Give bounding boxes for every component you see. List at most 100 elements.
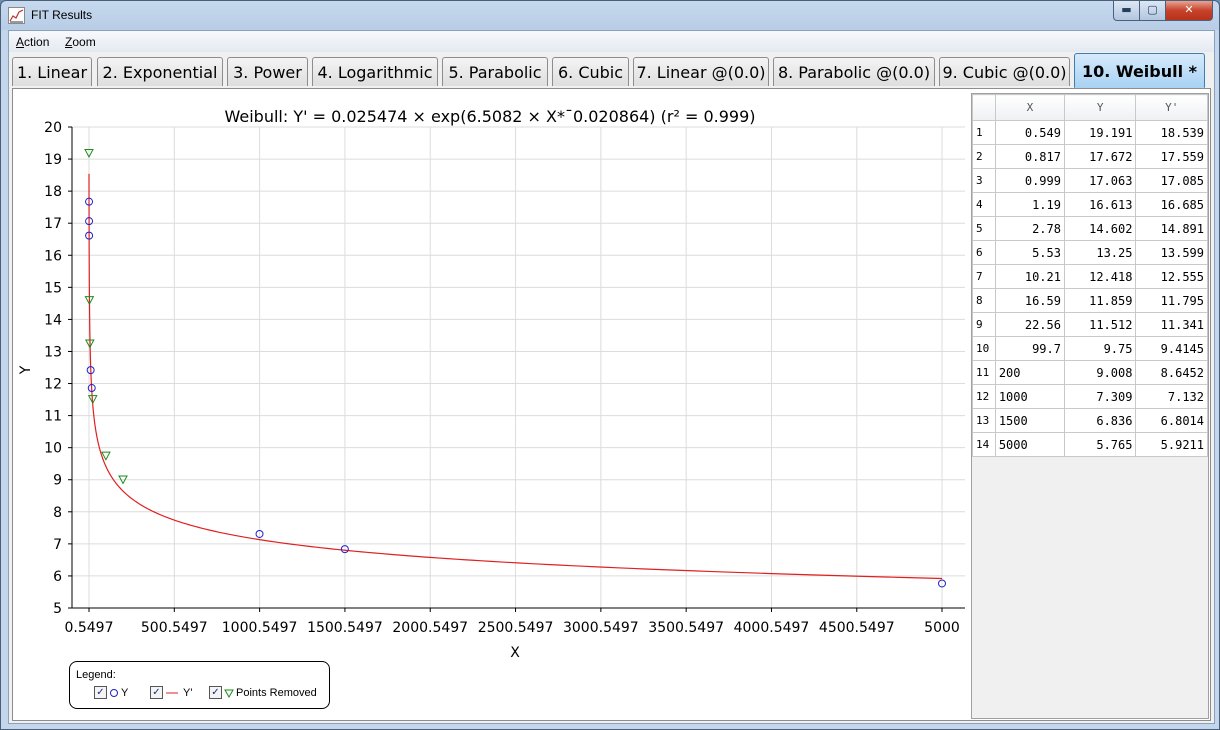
- cell-index[interactable]: 14: [972, 432, 996, 457]
- cell-index[interactable]: 11: [972, 360, 996, 385]
- table-row[interactable]: 8 16.59 11.859 11.795: [972, 288, 1208, 313]
- cell-x[interactable]: 1500: [994, 408, 1065, 433]
- cell-yprime[interactable]: 13.599: [1135, 240, 1208, 265]
- cell-index[interactable]: 2: [972, 144, 996, 169]
- table-row[interactable]: 7 10.21 12.418 12.555: [972, 264, 1208, 289]
- cell-y[interactable]: 13.25: [1063, 240, 1137, 265]
- table-row[interactable]: 2 0.817 17.672 17.559: [972, 144, 1208, 169]
- cell-x[interactable]: 16.59: [994, 288, 1065, 313]
- cell-index[interactable]: 8: [972, 288, 996, 313]
- column-header-y[interactable]: Y: [1063, 94, 1137, 121]
- table-row[interactable]: 6 5.53 13.25 13.599: [972, 240, 1208, 265]
- table-row[interactable]: 14 5000 5.765 5.9211: [972, 432, 1208, 457]
- cell-yprime[interactable]: 9.4145: [1135, 336, 1208, 361]
- legend-item-yprime[interactable]: ✓ Y': [150, 686, 192, 699]
- cell-yprime[interactable]: 12.555: [1135, 264, 1208, 289]
- cell-x[interactable]: 0.549: [994, 120, 1065, 145]
- cell-y[interactable]: 5.765: [1063, 432, 1137, 457]
- checkbox-y[interactable]: ✓: [94, 686, 107, 699]
- table-row[interactable]: 12 1000 7.309 7.132: [972, 384, 1208, 409]
- cell-x[interactable]: 1000: [994, 384, 1065, 409]
- column-header-index[interactable]: [972, 94, 996, 121]
- cell-y[interactable]: 19.191: [1063, 120, 1137, 145]
- cell-index[interactable]: 9: [972, 312, 996, 337]
- cell-x[interactable]: 99.7: [994, 336, 1065, 361]
- table-row[interactable]: 13 1500 6.836 6.8014: [972, 408, 1208, 433]
- cell-x[interactable]: 0.999: [994, 168, 1065, 193]
- legend-item-removed[interactable]: ✓ Points Removed: [209, 686, 317, 699]
- menu-action[interactable]: Action: [16, 35, 50, 49]
- cell-index[interactable]: 5: [972, 216, 996, 241]
- cell-y[interactable]: 12.418: [1063, 264, 1137, 289]
- cell-index[interactable]: 10: [972, 336, 996, 361]
- checkbox-yprime[interactable]: ✓: [150, 686, 163, 699]
- tab-linear-origin[interactable]: 7. Linear @(0.0): [633, 57, 769, 86]
- removed-point: [118, 475, 128, 485]
- cell-yprime[interactable]: 17.559: [1135, 144, 1208, 169]
- cell-y[interactable]: 14.602: [1063, 216, 1137, 241]
- cell-x[interactable]: 2.78: [994, 216, 1065, 241]
- y-tick-label: 15: [44, 280, 62, 296]
- tab-cubic[interactable]: 6. Cubic: [552, 57, 629, 86]
- tab-exponential[interactable]: 2. Exponential: [97, 57, 223, 86]
- table-row[interactable]: 3 0.999 17.063 17.085: [972, 168, 1208, 193]
- cell-yprime[interactable]: 18.539: [1135, 120, 1208, 145]
- cell-y[interactable]: 11.512: [1063, 312, 1137, 337]
- table-row[interactable]: 4 1.19 16.613 16.685: [972, 192, 1208, 217]
- checkbox-removed[interactable]: ✓: [209, 686, 222, 699]
- cell-yprime[interactable]: 7.132: [1135, 384, 1208, 409]
- cell-yprime[interactable]: 6.8014: [1135, 408, 1208, 433]
- cell-y[interactable]: 17.063: [1063, 168, 1137, 193]
- cell-index[interactable]: 7: [972, 264, 996, 289]
- cell-x[interactable]: 22.56: [994, 312, 1065, 337]
- minimize-button[interactable]: ▬: [1113, 1, 1140, 21]
- cell-y[interactable]: 11.859: [1063, 288, 1137, 313]
- table-row[interactable]: 10 99.7 9.75 9.4145: [972, 336, 1208, 361]
- cell-y[interactable]: 17.672: [1063, 144, 1137, 169]
- tab-power[interactable]: 3. Power: [227, 57, 308, 86]
- column-header-x[interactable]: X: [994, 94, 1065, 121]
- cell-yprime[interactable]: 5.9211: [1135, 432, 1208, 457]
- legend-item-y[interactable]: ✓ Y: [94, 686, 128, 699]
- cell-yprime[interactable]: 17.085: [1135, 168, 1208, 193]
- cell-yprime[interactable]: 16.685: [1135, 192, 1208, 217]
- cell-yprime[interactable]: 11.795: [1135, 288, 1208, 313]
- cell-x[interactable]: 1.19: [994, 192, 1065, 217]
- cell-y[interactable]: 7.309: [1063, 384, 1137, 409]
- cell-index[interactable]: 12: [972, 384, 996, 409]
- cell-index[interactable]: 6: [972, 240, 996, 265]
- maximize-button[interactable]: ▢: [1139, 1, 1166, 21]
- tab-logarithmic[interactable]: 4. Logarithmic: [312, 57, 438, 86]
- circle-marker-icon: [110, 688, 118, 697]
- cell-x[interactable]: 0.817: [994, 144, 1065, 169]
- cell-yprime[interactable]: 14.891: [1135, 216, 1208, 241]
- cell-x[interactable]: 5.53: [994, 240, 1065, 265]
- table-row[interactable]: 5 2.78 14.602 14.891: [972, 216, 1208, 241]
- tab-linear[interactable]: 1. Linear: [12, 57, 92, 86]
- cell-index[interactable]: 4: [972, 192, 996, 217]
- cell-x[interactable]: 5000: [994, 432, 1065, 457]
- close-button[interactable]: ✕: [1165, 1, 1213, 21]
- cell-yprime[interactable]: 8.6452: [1135, 360, 1208, 385]
- menu-zoom[interactable]: Zoom: [65, 35, 96, 49]
- table-row[interactable]: 11 200 9.008 8.6452: [972, 360, 1208, 385]
- cell-y[interactable]: 16.613: [1063, 192, 1137, 217]
- title-bar[interactable]: FIT Results ▬ ▢ ✕: [1, 1, 1219, 29]
- tab-weibull[interactable]: 10. Weibull *: [1074, 53, 1205, 88]
- table-row[interactable]: 9 22.56 11.512 11.341: [972, 312, 1208, 337]
- cell-yprime[interactable]: 11.341: [1135, 312, 1208, 337]
- cell-y[interactable]: 9.008: [1063, 360, 1137, 385]
- maximize-icon: ▢: [1147, 3, 1158, 16]
- tab-cubic-origin[interactable]: 9. Cubic @(0.0): [939, 57, 1070, 86]
- cell-x[interactable]: 10.21: [994, 264, 1065, 289]
- tab-parabolic-origin[interactable]: 8. Parabolic @(0.0): [773, 57, 935, 86]
- tab-parabolic[interactable]: 5. Parabolic: [442, 57, 548, 86]
- cell-index[interactable]: 13: [972, 408, 996, 433]
- cell-x[interactable]: 200: [994, 360, 1065, 385]
- cell-y[interactable]: 6.836: [1063, 408, 1137, 433]
- column-header-yprime[interactable]: Y': [1135, 94, 1208, 121]
- cell-index[interactable]: 1: [972, 120, 996, 145]
- cell-index[interactable]: 3: [972, 168, 996, 193]
- table-row[interactable]: 1 0.549 19.191 18.539: [972, 120, 1208, 145]
- cell-y[interactable]: 9.75: [1063, 336, 1137, 361]
